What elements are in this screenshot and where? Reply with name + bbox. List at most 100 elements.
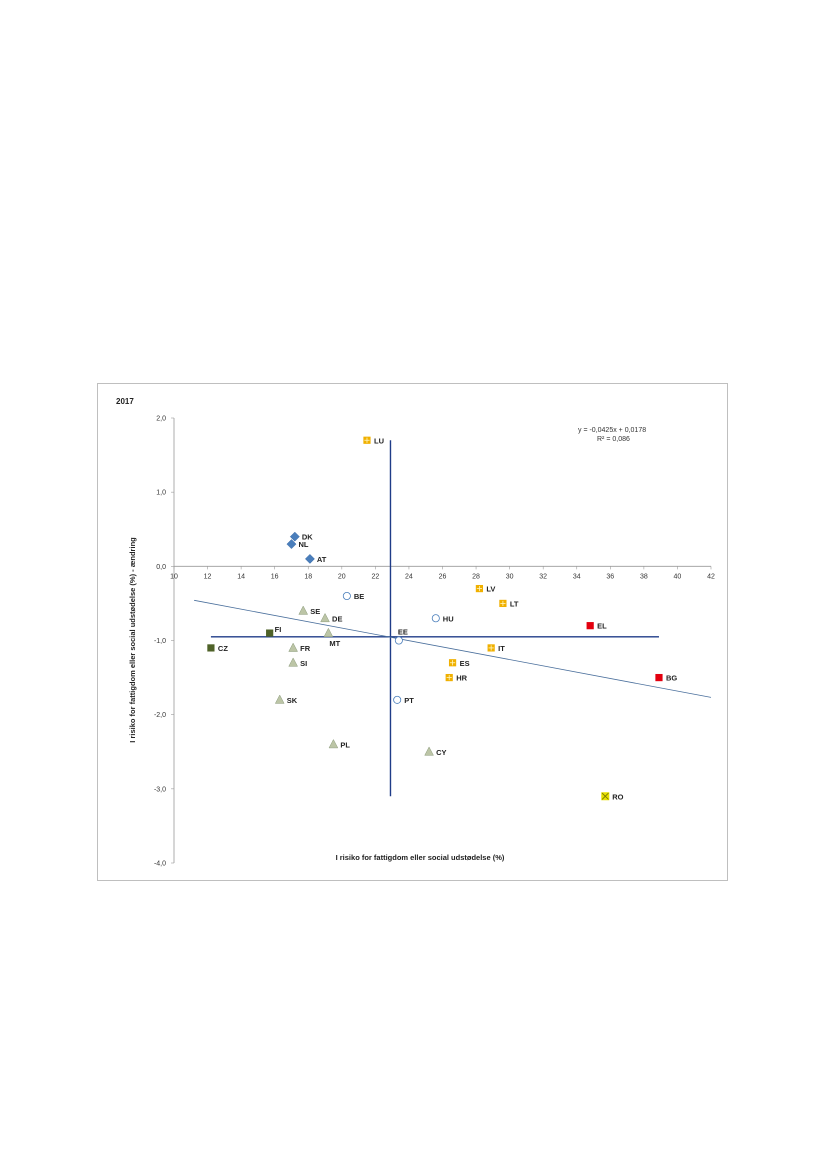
y-axis-label: I risiko for fattigdom eller social udst… xyxy=(128,537,137,743)
data-point-be: BE xyxy=(342,591,364,601)
data-point-fi: FI xyxy=(266,625,281,637)
x-tick-label: 36 xyxy=(606,573,614,580)
triangle-marker xyxy=(274,694,285,704)
x-stroke xyxy=(601,792,609,800)
point-label: DK xyxy=(302,533,313,542)
point-label: FI xyxy=(275,625,282,634)
diamond-marker xyxy=(286,539,297,550)
data-point-pl: PL xyxy=(328,738,350,749)
point-label: SK xyxy=(287,696,298,705)
data-point-hr: HR xyxy=(445,674,468,683)
triangle-marker xyxy=(288,642,298,652)
x-tick-label: 40 xyxy=(674,573,682,580)
triangle-marker xyxy=(320,612,330,623)
x-tick-label: 18 xyxy=(304,573,312,580)
data-point-fr: FR xyxy=(288,642,311,653)
triangle-marker xyxy=(323,627,334,637)
point-label: DE xyxy=(332,614,342,623)
y-tick-label: -4,0 xyxy=(154,861,166,868)
data-point-hu: HU xyxy=(431,614,454,623)
data-point-de: DE xyxy=(320,612,342,623)
point-label: FR xyxy=(300,644,311,653)
point-label: EL xyxy=(597,622,607,631)
point-label: HU xyxy=(443,614,454,623)
x-tick-label: 10 xyxy=(170,573,178,580)
data-point-lu: LU xyxy=(363,436,384,445)
chart-title: 2017 xyxy=(116,397,134,406)
triangle-marker xyxy=(328,738,339,749)
circle-marker xyxy=(393,695,402,704)
x-tick-label: 26 xyxy=(439,573,447,580)
trendline-equation: y = -0,0425x + 0,0178 xyxy=(578,427,646,434)
point-label: HR xyxy=(456,674,467,683)
data-point-it: IT xyxy=(487,644,505,653)
data-point-si: SI xyxy=(288,657,307,668)
point-label: SI xyxy=(300,659,307,668)
triangle-marker xyxy=(424,746,434,756)
point-label: MT xyxy=(329,639,340,648)
x-tick-label: 34 xyxy=(573,573,581,580)
x-tick-label: 16 xyxy=(271,573,279,580)
triangle-marker xyxy=(298,605,309,615)
data-point-at: AT xyxy=(304,553,327,564)
data-point-el: EL xyxy=(586,622,607,631)
data-point-nl: NL xyxy=(286,539,309,550)
square-marker xyxy=(207,644,215,652)
data-point-pt: PT xyxy=(393,695,414,705)
square-marker xyxy=(586,622,594,630)
point-label: LT xyxy=(510,599,519,608)
x-tick-label: 20 xyxy=(338,573,346,580)
data-point-ee: EE xyxy=(394,628,408,645)
circle-marker xyxy=(342,591,351,600)
data-point-se: SE xyxy=(298,605,320,616)
x-tick-label: 24 xyxy=(405,573,413,580)
x-axis-label: I risiko for fattigdom eller social udst… xyxy=(336,853,505,862)
point-label: CY xyxy=(436,748,446,757)
point-label: LV xyxy=(486,585,495,594)
data-point-lt: LT xyxy=(499,599,519,608)
data-point-cz: CZ xyxy=(207,644,228,653)
x-tick-label: 30 xyxy=(506,573,514,580)
y-tick-label: 2,0 xyxy=(156,416,166,423)
data-point-mt: MT xyxy=(323,627,341,648)
chart-frame: 2017 10 12 14 16 18 20 22 24 26 28 30 32 34 36 38 40 42 2… xyxy=(97,383,728,881)
point-label: LU xyxy=(374,436,384,445)
data-point-bg: BG xyxy=(655,674,677,683)
diamond-marker xyxy=(304,553,315,564)
y-tick-label: -1,0 xyxy=(154,638,166,645)
data-point-lv: LV xyxy=(475,585,495,594)
data-point-cy: CY xyxy=(424,746,446,757)
square-marker xyxy=(266,629,274,637)
scatter-chart: 2017 10 12 14 16 18 20 22 24 26 28 30 32 34 36 38 40 42 2… xyxy=(116,397,715,868)
point-label: BG xyxy=(666,674,677,683)
data-point-ro: RO xyxy=(601,792,624,801)
x-tick-label: 28 xyxy=(472,573,480,580)
diamond-marker xyxy=(289,531,300,542)
triangle-marker xyxy=(288,657,298,667)
y-tick-label: -2,0 xyxy=(154,712,166,719)
point-label: ES xyxy=(460,659,470,668)
x-tick-label: 12 xyxy=(204,573,212,580)
point-label: NL xyxy=(298,540,308,549)
y-tick-label: 0,0 xyxy=(156,564,166,571)
x-tick-label: 32 xyxy=(539,573,547,580)
point-label: EE xyxy=(398,628,408,637)
point-label: CZ xyxy=(218,644,228,653)
data-point-es: ES xyxy=(448,659,470,668)
point-label: RO xyxy=(612,792,623,801)
circle-marker xyxy=(431,614,440,623)
point-label: SE xyxy=(310,607,320,616)
data-point-dk: DK xyxy=(289,531,313,542)
y-tick-label: -3,0 xyxy=(154,786,166,793)
trendline xyxy=(194,599,712,698)
trendline-r2: R² = 0,086 xyxy=(597,436,630,443)
x-tick-label: 38 xyxy=(640,573,648,580)
x-tick-label: 22 xyxy=(371,573,379,580)
point-label: IT xyxy=(498,644,505,653)
x-tick-label: 14 xyxy=(237,573,245,580)
point-label: AT xyxy=(317,555,327,564)
point-label: BE xyxy=(354,592,364,601)
square-marker xyxy=(655,673,663,682)
point-label: PL xyxy=(340,740,350,749)
circle-marker xyxy=(394,636,403,645)
